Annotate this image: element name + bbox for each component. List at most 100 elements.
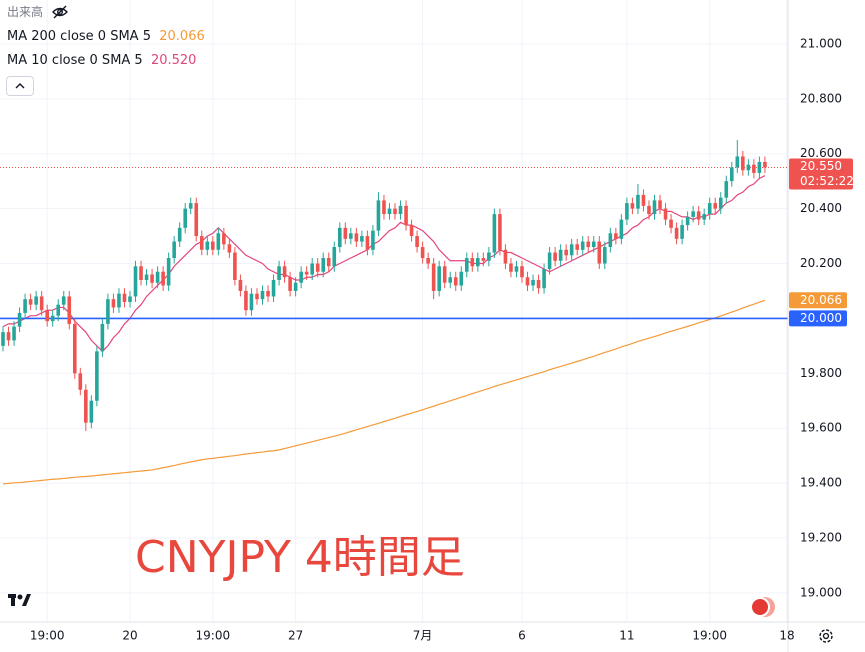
legend-name: MA 200 close 0 SMA 5	[7, 29, 151, 44]
x-tick-label: 11	[619, 629, 634, 643]
candle-body	[78, 373, 83, 390]
y-tick-label: 19.600	[800, 421, 842, 435]
hline-price-box	[789, 310, 847, 327]
candle-body	[227, 244, 232, 253]
candle-body	[34, 296, 38, 305]
candle-body	[23, 299, 27, 313]
candle-body	[337, 227, 342, 248]
candle-body	[757, 161, 762, 173]
candle-body	[630, 203, 635, 209]
candle-body	[128, 296, 132, 302]
candle-body	[393, 208, 397, 215]
candle-body	[161, 271, 165, 286]
candle-body	[503, 249, 508, 264]
x-tick-label: 20	[122, 629, 137, 643]
candle-body	[222, 233, 226, 245]
candle-body	[718, 197, 723, 209]
x-tick-label: 19:00	[196, 629, 231, 643]
candle-body	[542, 269, 546, 289]
candle-body	[608, 233, 613, 248]
candle-body	[67, 296, 72, 324]
candle-body	[420, 247, 425, 259]
legend-name: MA 10 close 0 SMA 5	[7, 53, 143, 68]
candle-body	[315, 263, 320, 272]
candle-body	[177, 227, 182, 242]
candle-body	[50, 315, 55, 322]
chart-title: CNYJPY 4時間足	[135, 532, 465, 583]
candle-body	[652, 200, 657, 215]
candle-body	[376, 200, 381, 231]
candle-body	[470, 258, 475, 267]
candle-body	[724, 181, 729, 198]
volume-label: 出来高	[7, 5, 44, 19]
y-tick-label: 20.400	[800, 201, 842, 215]
candle-body	[575, 244, 580, 250]
y-tick-label: 19.400	[800, 476, 842, 490]
candle-body	[260, 290, 265, 300]
candle-body	[183, 208, 188, 228]
x-tick-label: 19:00	[30, 629, 65, 643]
candle-body	[194, 203, 199, 237]
candle-body	[564, 249, 568, 256]
overlays	[0, 166, 788, 485]
candle-body	[266, 290, 270, 297]
candle-body	[409, 225, 414, 237]
legend-value: 20.520	[150, 53, 197, 68]
candle-body	[249, 293, 254, 311]
x-tick-label: 27	[288, 629, 303, 643]
candle-body	[106, 299, 110, 324]
candle-body	[6, 332, 11, 341]
candle-body	[520, 266, 524, 278]
candle-body	[752, 164, 756, 173]
y-tick-label: 20.800	[800, 91, 842, 105]
candle-body	[591, 241, 596, 248]
candle-body	[144, 274, 149, 280]
ma10-legend: MA 10 close 0 SMA 5 20.520	[7, 53, 196, 68]
settings-button[interactable]	[819, 629, 833, 643]
candle-body	[658, 200, 662, 209]
candle-body	[426, 258, 430, 264]
candle-body	[205, 241, 210, 250]
candle-body	[453, 277, 458, 286]
candle-body	[199, 236, 204, 250]
y-tick-label: 19.800	[800, 366, 842, 380]
candle-body	[619, 219, 624, 239]
candle-body	[531, 279, 535, 286]
x-tick-label: 19:00	[692, 629, 727, 643]
candle-body	[271, 279, 276, 297]
candle-body	[713, 203, 718, 209]
candle-body	[84, 389, 88, 423]
candle-body	[72, 323, 77, 374]
candle-body	[625, 203, 629, 220]
candle-body	[569, 244, 574, 256]
candle-body	[691, 211, 695, 217]
flag-icon[interactable]	[750, 597, 775, 617]
candle-body	[371, 230, 375, 250]
collapse-button[interactable]	[6, 76, 34, 96]
candle-body	[349, 233, 353, 239]
y-tick-label: 19.000	[800, 585, 842, 599]
chevron-icon	[15, 83, 25, 89]
candle-body	[476, 258, 480, 267]
candle-body	[45, 310, 49, 322]
x-tick-label: 6	[518, 629, 526, 643]
candle-body	[122, 293, 127, 302]
candle-body	[586, 241, 591, 248]
hide-icon[interactable]	[51, 5, 69, 19]
candle-body	[172, 241, 176, 259]
candle-body	[641, 194, 646, 206]
candle-body	[514, 266, 519, 272]
candle-body	[354, 233, 359, 242]
candle-body	[647, 205, 651, 215]
candle-body	[459, 271, 464, 286]
candle-body	[431, 263, 436, 291]
candle-body	[696, 211, 701, 220]
hline-price-label: 20.000	[800, 311, 842, 325]
candle-body	[255, 293, 259, 300]
candle-body	[139, 266, 143, 280]
candle-body	[663, 208, 668, 220]
candle-body	[669, 219, 673, 228]
candle-body	[558, 249, 563, 261]
candle-body	[155, 271, 160, 283]
